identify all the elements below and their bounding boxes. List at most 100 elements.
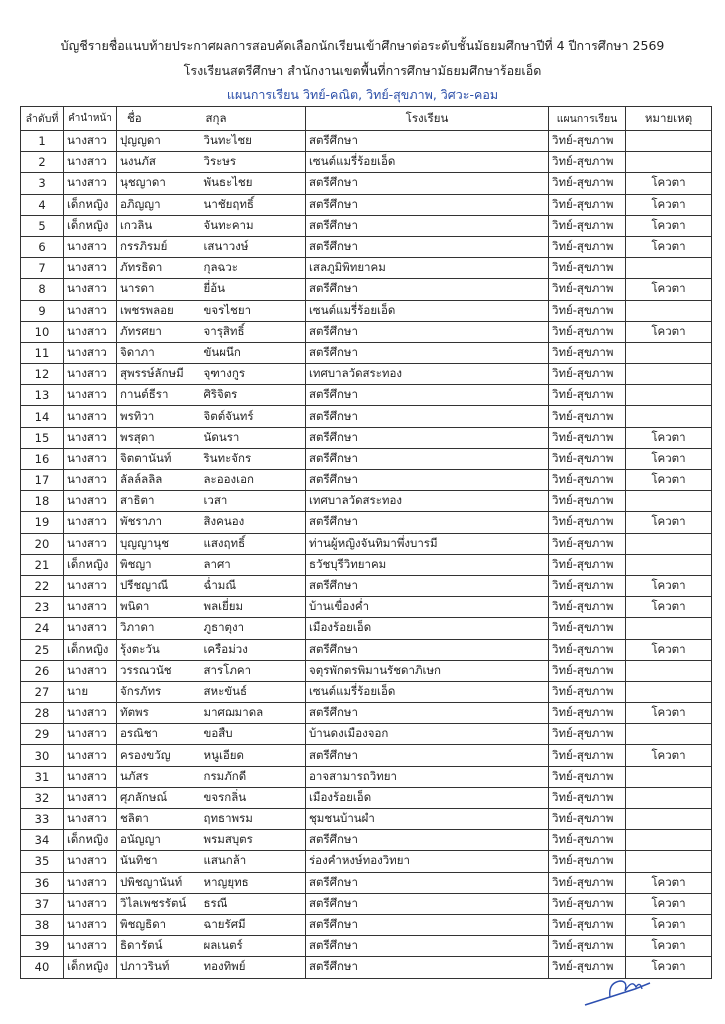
row-note [625, 405, 712, 428]
row-note: โควตา [625, 320, 712, 343]
row-first-name: พิชญธิดา [116, 913, 201, 937]
row-last-name: จันทะคาม [200, 214, 306, 237]
table-row: 7 นางสาว ภัทรธิดา กุลฉวะ เสลภูมิพิทยาคม วิทย์… [20, 257, 712, 280]
row-note [625, 723, 712, 746]
table-row: 2 นางสาว นงนภัส วิระษร เซนต์แมรี่ร้อยเอ็ด วิท… [20, 151, 712, 174]
row-number: 7 [20, 257, 64, 280]
row-note [625, 680, 712, 704]
row-last-name: ฉายรัศมี [200, 913, 306, 937]
row-number: 25 [20, 638, 64, 661]
row-first-name: จักรภัทร [116, 680, 201, 704]
table-row: 9 นางสาว เพชรพลอย ขจรไชยา เซนต์แมรี่ร้อยเอ็ด… [20, 299, 712, 322]
row-first-name: เพชรพลอย [116, 299, 201, 322]
row-last-name: ฤทธาพรม [200, 807, 306, 831]
row-number: 35 [20, 850, 64, 873]
row-prefix: นางสาว [63, 765, 117, 788]
row-school: ท่านผู้หญิงจันทิมาพึ่งบารมี [305, 532, 549, 555]
row-number: 4 [20, 193, 64, 216]
row-plan: วิทย์-สุขภาพ [548, 723, 626, 746]
row-school: สตรีศึกษา [305, 829, 549, 852]
row-note [625, 490, 712, 513]
row-school: เซนต์แมรี่ร้อยเอ็ด [305, 299, 549, 322]
row-school: สตรีศึกษา [305, 193, 549, 216]
row-first-name: ปุญญดา [116, 129, 201, 153]
signature [584, 980, 651, 1006]
row-plan: วิทย์-สุขภาพ [548, 320, 626, 343]
row-last-name: ยี่อ้น [200, 278, 306, 301]
row-note: โควตา [625, 511, 712, 534]
row-plan: วิทย์-สุขภาพ [548, 214, 626, 237]
row-number: 29 [20, 723, 64, 746]
row-first-name: ชลิตา [116, 807, 201, 831]
row-number: 14 [20, 405, 64, 428]
row-plan: วิทย์-สุขภาพ [548, 638, 626, 661]
row-prefix: นางสาว [63, 574, 117, 598]
row-school: สตรีศึกษา [305, 384, 549, 407]
row-prefix: นางสาว [63, 405, 117, 428]
row-number: 39 [20, 935, 64, 958]
row-number: 13 [20, 384, 64, 407]
row-first-name: นุชญาดา [116, 172, 201, 195]
row-prefix: เด็กหญิง [63, 193, 117, 216]
row-prefix: นางสาว [63, 511, 117, 534]
row-note: โควตา [625, 235, 712, 259]
row-last-name: สหะขันธ์ [200, 680, 306, 704]
table-row: 39 นางสาว ธิดารัตน์ ผลเนตร์ สตรีศึกษา วิทย์-ส… [20, 935, 712, 958]
table-row: 21 เด็กหญิง พิชญา ลาศา ธวัชบุรีวิทยาคม วิทย์-… [20, 553, 712, 576]
row-prefix: เด็กหญิง [63, 956, 117, 979]
row-last-name: จารุสิทธิ์ [200, 320, 306, 343]
row-note: โควตา [625, 447, 712, 471]
row-prefix: นางสาว [63, 702, 117, 725]
row-number: 33 [20, 807, 64, 831]
row-plan: วิทย์-สุขภาพ [548, 765, 626, 788]
table-row: 34 เด็กหญิง อนัญญา พรมสบุตร สตรีศึกษา วิทย์-ส… [20, 829, 712, 852]
row-last-name: ขจรไชยา [200, 299, 306, 322]
header-note: หมายเหตุ [625, 106, 712, 131]
table-row: 35 นางสาว นันทิชา แสนกล้า ร่องคำหงษ์ทองวิทยา… [20, 850, 712, 873]
row-last-name: สารโภคา [200, 659, 306, 682]
row-first-name: อรณิชา [116, 723, 201, 746]
row-prefix: นางสาว [63, 468, 117, 492]
row-school: อาจสามารถวิทยา [305, 765, 549, 788]
row-number: 28 [20, 702, 64, 725]
table-row: 12 นางสาว สุพรรษ์ลักษมี จุฑางกูร เทศบาลวัดสร… [20, 363, 712, 386]
row-school: สตรีศึกษา [305, 913, 549, 937]
row-note: โควตา [625, 702, 712, 725]
row-prefix: นางสาว [63, 850, 117, 873]
row-prefix: นางสาว [63, 871, 117, 894]
row-last-name: สิงคนอง [200, 511, 306, 534]
row-last-name: มาศฌมาดล [200, 702, 306, 725]
row-first-name: จิตตานันท์ [116, 447, 201, 471]
row-note [625, 384, 712, 407]
row-last-name: ผลเนตร์ [200, 935, 306, 958]
row-first-name: กานต์ธีรา [116, 384, 201, 407]
row-school: สตรีศึกษา [305, 511, 549, 534]
row-last-name: ธรณี [200, 892, 306, 915]
row-first-name: อภิญญา [116, 193, 201, 216]
program-subtitle: แผนการเรียน วิทย์-คณิต, วิทย์-สุขภาพ, วิ… [226, 87, 499, 102]
row-school: ธวัชบุรีวิทยาคม [305, 553, 549, 576]
table-row: 24 นางสาว วิภาดา ภูธาตุงา เมืองร้อยเอ็ด วิทย์… [20, 617, 712, 640]
table-row: 37 นางสาว วิไลเพชรรัตน์ ธรณี สตรีศึกษา วิทย์-… [20, 892, 712, 915]
row-school: สตรีศึกษา [305, 468, 549, 492]
row-note: โควตา [625, 892, 712, 915]
row-number: 15 [20, 426, 64, 449]
row-first-name: สาธิตา [116, 490, 201, 513]
row-plan: วิทย์-สุขภาพ [548, 193, 626, 216]
row-school: สตรีศึกษา [305, 638, 549, 661]
row-number: 3 [20, 172, 64, 195]
row-number: 11 [20, 341, 64, 365]
row-note: โควตา [625, 426, 712, 449]
row-first-name: จิดาภา [116, 341, 201, 365]
row-note [625, 363, 712, 386]
row-plan: วิทย์-สุขภาพ [548, 405, 626, 428]
row-plan: วิทย์-สุขภาพ [548, 235, 626, 259]
header-plan: แผนการเรียน [548, 106, 626, 131]
row-plan: วิทย์-สุขภาพ [548, 129, 626, 153]
row-school: สตรีศึกษา [305, 744, 549, 767]
row-first-name: นารดา [116, 278, 201, 301]
row-number: 10 [20, 320, 64, 343]
row-number: 2 [20, 151, 64, 174]
row-last-name: พันธะไชย [200, 172, 306, 195]
row-plan: วิทย์-สุขภาพ [548, 892, 626, 915]
